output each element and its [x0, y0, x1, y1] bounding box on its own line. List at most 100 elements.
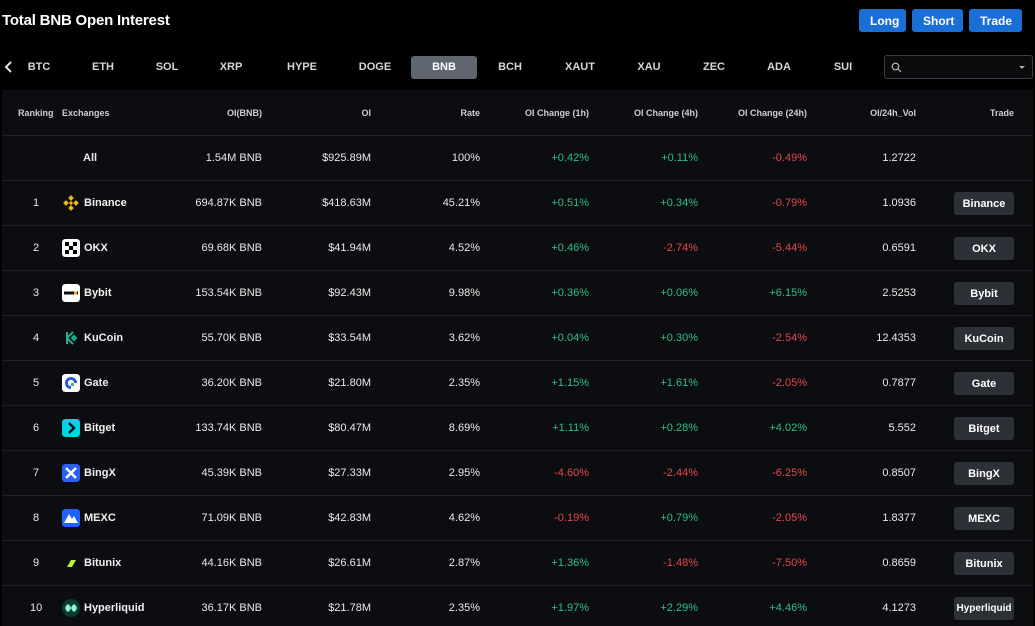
trade-on-bybit-button[interactable]: Bybit — [954, 282, 1014, 305]
table-row: 7 BingX 45.39K BNB $27.33M 2.95% -4.60% -2.44%… — [2, 451, 1033, 496]
exchange-name: Binance — [84, 197, 127, 209]
exchange-name: BingX — [84, 467, 116, 479]
all-change-4h: +0.11% — [661, 152, 698, 164]
tab-btc[interactable]: BTC — [27, 61, 51, 73]
tab-xau[interactable]: XAU — [637, 61, 661, 73]
rate-cell: 3.62% — [448, 332, 480, 344]
col-exchanges: Exchanges — [62, 108, 110, 118]
tab-xaut[interactable]: XAUT — [565, 61, 595, 73]
tab-zec[interactable]: ZEC — [703, 61, 725, 73]
search-input[interactable] — [905, 59, 1015, 75]
col-trade: Trade — [989, 108, 1014, 118]
col-oi-bnb: OI(BNB) — [227, 108, 262, 118]
ch1h-cell: +1.36% — [551, 557, 589, 569]
trade-on-hyperliquid-button[interactable]: Hyperliquid — [954, 597, 1014, 620]
ch1h-cell: +0.04% — [551, 332, 589, 344]
tab-sol[interactable]: SOL — [155, 61, 179, 73]
page-header: Total BNB Open Interest Long Short Trade — [0, 0, 1035, 42]
rate-cell: 2.35% — [448, 602, 480, 614]
rank-cell: 9 — [33, 557, 40, 569]
col-oi-change-1h: OI Change (1h) — [524, 108, 589, 118]
table-header: Ranking Exchanges OI(BNB) OI Rate OI Cha… — [2, 90, 1033, 136]
col-oi-change-4h: OI Change (4h) — [633, 108, 698, 118]
tab-bch[interactable]: BCH — [498, 61, 522, 73]
ch24h-cell: -2.54% — [772, 332, 807, 344]
exchange-name: KuCoin — [84, 332, 124, 344]
ch1h-cell: +1.97% — [551, 602, 589, 614]
ch1h-cell: +1.11% — [552, 422, 589, 434]
short-button[interactable]: Short — [912, 9, 963, 32]
bitunix-icon — [62, 554, 80, 572]
exchange-name: Hyperliquid — [84, 602, 145, 614]
bitget-icon — [62, 419, 80, 437]
rank-cell: 8 — [33, 512, 40, 524]
all-label: All — [83, 152, 98, 164]
rank-cell: 5 — [33, 377, 40, 389]
mexc-icon — [62, 509, 80, 527]
ch1h-cell: -0.19% — [554, 512, 589, 524]
search-box[interactable] — [884, 55, 1033, 79]
oi-bnb-cell: 69.68K BNB — [201, 242, 262, 254]
trade-on-bitget-button[interactable]: Bitget — [954, 417, 1014, 440]
oi-cell: $27.33M — [328, 467, 371, 479]
oi-bnb-cell: 36.20K BNB — [201, 377, 262, 389]
tab-eth[interactable]: ETH — [92, 61, 114, 73]
trade-on-bingx-button[interactable]: BingX — [954, 462, 1014, 485]
exchange-cell: OKX — [62, 239, 108, 257]
binance-icon — [62, 194, 80, 212]
ch4h-cell: +0.30% — [660, 332, 698, 344]
ch4h-cell: -2.74% — [663, 242, 698, 254]
oi-bnb-cell: 44.16K BNB — [201, 557, 262, 569]
vol-cell: 0.8659 — [882, 557, 916, 569]
ch1h-cell: +0.46% — [551, 242, 589, 254]
trade-on-gate-button[interactable]: Gate — [954, 372, 1014, 395]
all-change-24h: -0.49% — [772, 152, 807, 164]
vol-cell: 1.8377 — [882, 512, 916, 524]
tab-sui[interactable]: SUI — [833, 61, 853, 73]
ch4h-cell: +0.06% — [660, 287, 698, 299]
rank-cell: 7 — [33, 467, 40, 479]
col-oi: OI — [361, 108, 371, 118]
chevron-left-icon[interactable] — [3, 58, 15, 76]
tab-doge[interactable]: DOGE — [358, 61, 392, 73]
bybit-icon — [62, 284, 80, 302]
oi-cell: $21.78M — [328, 602, 371, 614]
hyperliquid-icon — [62, 599, 80, 617]
trade-on-bitunix-button[interactable]: Bitunix — [954, 552, 1014, 575]
ch1h-cell: +0.51% — [551, 197, 589, 209]
ch1h-cell: +0.36% — [551, 287, 589, 299]
rate-cell: 4.52% — [448, 242, 480, 254]
oi-bnb-cell: 153.54K BNB — [195, 287, 262, 299]
table-row: 3 Bybit 153.54K BNB $92.43M 9.98% +0.36% +0.06… — [2, 271, 1033, 316]
exchange-name: Bybit — [84, 287, 112, 299]
tab-xrp[interactable]: XRP — [219, 61, 243, 73]
long-button[interactable]: Long — [859, 9, 906, 32]
tab-hype[interactable]: HYPE — [287, 61, 317, 73]
exchange-cell: BingX — [62, 464, 116, 482]
trade-on-okx-button[interactable]: OKX — [954, 237, 1014, 260]
exchange-cell: Bitunix — [62, 554, 121, 572]
tab-ada[interactable]: ADA — [767, 61, 791, 73]
table-row-all: All 1.54M BNB $925.89M 100% +0.42% +0.11… — [2, 136, 1033, 181]
rank-cell: 4 — [33, 332, 40, 344]
table-row: 1 Binance 694.87K BNB $418.63M 45.21% +0.51% +… — [2, 181, 1033, 226]
trade-on-binance-button[interactable]: Binance — [954, 192, 1014, 215]
rate-cell: 45.21% — [442, 197, 480, 209]
oi-cell: $41.94M — [328, 242, 371, 254]
exchange-name: Bitget — [84, 422, 116, 434]
trade-on-mexc-button[interactable]: MEXC — [954, 507, 1014, 530]
oi-cell: $418.63M — [322, 197, 371, 209]
oi-cell: $21.80M — [328, 377, 371, 389]
all-change-1h: +0.42% — [551, 152, 589, 164]
chevron-down-icon[interactable] — [1019, 66, 1025, 69]
trade-button[interactable]: Trade — [969, 9, 1022, 32]
exchange-name: Bitunix — [84, 557, 122, 569]
trade-on-kucoin-button[interactable]: KuCoin — [954, 327, 1014, 350]
rank-cell: 10 — [30, 602, 43, 614]
all-rate: 100% — [451, 152, 480, 164]
ch1h-cell: +1.15% — [551, 377, 589, 389]
exchange-name: OKX — [84, 242, 108, 254]
tab-bnb[interactable]: BNB — [411, 56, 477, 79]
exchange-name: Gate — [84, 377, 109, 389]
kucoin-icon — [62, 329, 80, 347]
